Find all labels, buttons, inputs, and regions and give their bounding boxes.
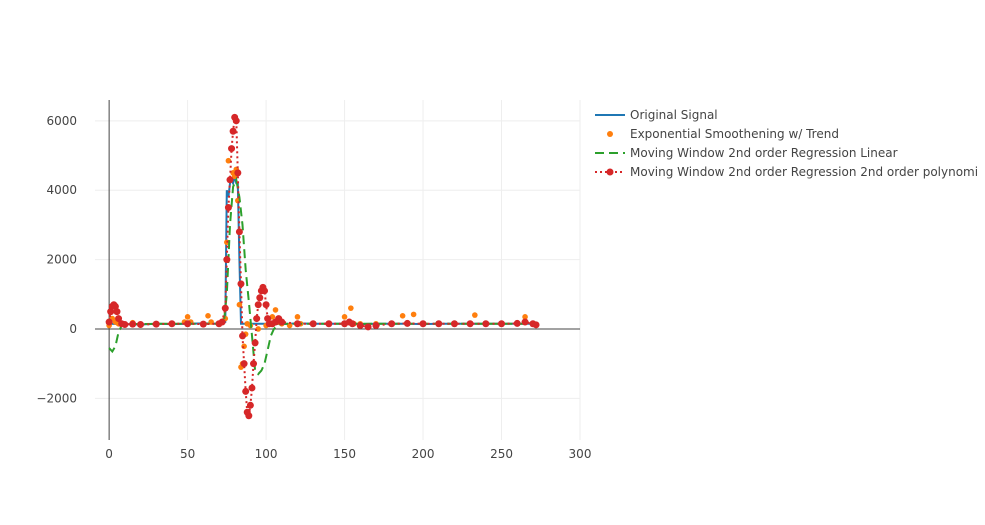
- series-point-regression-poly: [293, 320, 301, 328]
- series-point-regression-poly: [105, 318, 113, 326]
- legend-label: Exponential Smoothening w/ Trend: [630, 127, 839, 141]
- series-point-regression-poly: [152, 320, 160, 328]
- series-point-regression-poly: [419, 320, 427, 328]
- series-point-regression-poly: [348, 320, 356, 328]
- series-point-regression-poly: [251, 339, 259, 347]
- series-point-exp-smoothing: [472, 312, 478, 318]
- x-tick-label: 100: [255, 447, 278, 461]
- x-tick-label: 0: [105, 447, 113, 461]
- series-point-regression-poly: [388, 320, 396, 328]
- series-point-exp-smoothing: [184, 314, 191, 320]
- series-point-regression-poly: [309, 320, 317, 328]
- plot-area: [105, 113, 540, 420]
- legend-item[interactable]: Original Signal: [595, 108, 718, 122]
- series-point-regression-poly: [513, 319, 521, 327]
- series-line-regression-linear: [108, 176, 537, 376]
- series-point-regression-poly: [239, 332, 247, 340]
- series-point-exp-smoothing: [522, 314, 528, 320]
- series-point-regression-poly: [184, 320, 192, 328]
- series-point-regression-poly: [403, 319, 411, 327]
- series-point-exp-smoothing: [205, 312, 211, 319]
- series-point-regression-poly: [248, 384, 256, 392]
- series-point-regression-poly: [237, 280, 245, 288]
- series-point-regression-poly: [250, 360, 258, 368]
- legend-item[interactable]: Moving Window 2nd order Regression 2nd o…: [595, 165, 978, 179]
- legend-label: Moving Window 2nd order Regression Linea…: [630, 146, 898, 160]
- series-point-regression-poly: [221, 304, 229, 312]
- x-tick-label: 50: [180, 447, 195, 461]
- series-point-exp-smoothing: [399, 312, 406, 319]
- series-point-regression-poly: [229, 127, 237, 135]
- series-point-regression-poly: [113, 308, 121, 316]
- x-tick-label: 250: [490, 447, 513, 461]
- axes: [95, 100, 580, 440]
- legend[interactable]: Original Signal Exponential Smoothening w…: [595, 108, 978, 179]
- series-point-regression-poly: [356, 322, 364, 330]
- series-point-exp-smoothing: [236, 301, 243, 308]
- series-point-regression-poly: [261, 287, 269, 295]
- series-point-regression-poly: [364, 323, 372, 331]
- series-point-regression-poly: [482, 320, 490, 328]
- series-line-original-signal: [109, 176, 537, 326]
- y-tick-label: 0: [69, 322, 77, 336]
- series-point-regression-poly: [226, 176, 234, 184]
- series-point-regression-poly: [246, 401, 254, 409]
- series-point-exp-smoothing: [341, 314, 348, 320]
- legend-item[interactable]: Moving Window 2nd order Regression Linea…: [595, 146, 898, 160]
- series-point-regression-poly: [218, 318, 226, 326]
- series-point-regression-poly: [325, 320, 333, 328]
- series-point-regression-poly: [240, 360, 248, 368]
- series-point-regression-poly: [242, 387, 250, 395]
- series-point-exp-smoothing: [410, 311, 417, 318]
- series-point-regression-poly: [498, 320, 506, 328]
- legend-item[interactable]: Exponential Smoothening w/ Trend: [607, 127, 839, 141]
- series-point-exp-smoothing: [225, 157, 232, 164]
- x-tick-label: 150: [333, 447, 356, 461]
- legend-swatch-marker: [607, 131, 613, 137]
- series-point-regression-poly: [435, 320, 443, 328]
- series-point-regression-poly: [228, 145, 236, 153]
- series-point-regression-poly: [532, 321, 540, 329]
- series-point-regression-poly: [129, 320, 137, 328]
- series-point-regression-poly: [234, 169, 242, 177]
- series-point-regression-poly: [224, 204, 232, 212]
- x-tick-label: 200: [412, 447, 435, 461]
- series-point-regression-poly: [137, 320, 145, 328]
- series-line-regression-poly: [108, 113, 537, 420]
- tick-labels: 0 50 100 150 200 250 300 −2000 0 2000 4000 6000: [36, 114, 591, 461]
- series-point-regression-poly: [253, 315, 261, 323]
- series-point-regression-poly: [115, 315, 123, 323]
- series-point-regression-poly: [262, 301, 270, 309]
- series-point-regression-poly: [466, 320, 474, 328]
- series-point-exp-smoothing: [286, 322, 293, 329]
- y-tick-label: 2000: [46, 253, 77, 267]
- y-tick-label: −2000: [36, 391, 77, 405]
- y-tick-label: 6000: [46, 114, 77, 128]
- series-point-regression-poly: [121, 320, 129, 328]
- series-point-regression-poly: [521, 318, 529, 326]
- series-point-exp-smoothing: [294, 314, 301, 320]
- series-point-regression-poly: [450, 320, 458, 328]
- series-point-regression-poly: [372, 322, 380, 330]
- series-point-exp-smoothing: [348, 305, 354, 311]
- series-point-exp-smoothing: [272, 307, 279, 313]
- series-point-regression-poly: [235, 228, 243, 236]
- legend-swatch-marker: [606, 168, 614, 176]
- series-point-regression-poly: [223, 256, 231, 264]
- y-tick-label: 4000: [46, 183, 77, 197]
- x-tick-label: 300: [569, 447, 592, 461]
- legend-label: Original Signal: [630, 108, 718, 122]
- series-point-regression-poly: [168, 320, 176, 328]
- series-point-regression-poly: [245, 412, 253, 420]
- series-point-regression-poly: [278, 318, 286, 326]
- series-point-regression-poly: [232, 117, 240, 125]
- series-point-regression-poly: [199, 320, 207, 328]
- legend-label: Moving Window 2nd order Regression 2nd o…: [630, 165, 978, 179]
- series-point-regression-poly: [256, 294, 264, 302]
- grid-lines: [95, 100, 581, 440]
- series-point-regression-poly: [254, 301, 262, 309]
